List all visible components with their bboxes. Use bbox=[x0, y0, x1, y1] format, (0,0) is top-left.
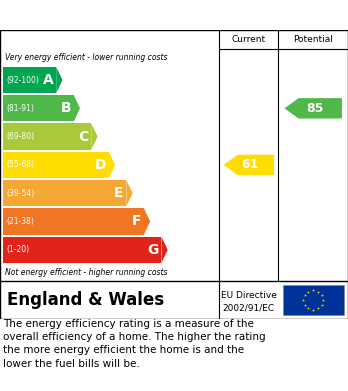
Text: The energy efficiency rating is a measure of the
overall efficiency of a home. T: The energy efficiency rating is a measur… bbox=[3, 319, 266, 369]
Text: Not energy efficient - higher running costs: Not energy efficient - higher running co… bbox=[5, 268, 168, 277]
Polygon shape bbox=[74, 95, 80, 122]
Bar bbox=[283, 285, 344, 315]
Text: Energy Efficiency Rating: Energy Efficiency Rating bbox=[10, 7, 213, 23]
Text: (69-80): (69-80) bbox=[6, 132, 34, 141]
Bar bbox=[3, 95, 74, 122]
Text: F: F bbox=[132, 215, 141, 228]
Bar bbox=[3, 124, 91, 150]
Polygon shape bbox=[144, 208, 150, 235]
Text: EU Directive: EU Directive bbox=[221, 291, 277, 300]
Text: D: D bbox=[95, 158, 106, 172]
Text: (92-100): (92-100) bbox=[6, 75, 39, 84]
Text: 2002/91/EC: 2002/91/EC bbox=[223, 304, 275, 313]
Text: B: B bbox=[60, 101, 71, 115]
Text: England & Wales: England & Wales bbox=[7, 291, 164, 309]
Bar bbox=[3, 152, 109, 178]
Text: (1-20): (1-20) bbox=[6, 245, 29, 254]
Bar bbox=[3, 237, 161, 263]
Text: (21-38): (21-38) bbox=[6, 217, 34, 226]
Bar bbox=[3, 67, 56, 93]
Text: E: E bbox=[114, 186, 124, 200]
Text: (39-54): (39-54) bbox=[6, 189, 34, 198]
Polygon shape bbox=[161, 237, 168, 263]
Bar bbox=[3, 180, 126, 206]
Text: (55-68): (55-68) bbox=[6, 160, 34, 169]
Bar bbox=[3, 208, 144, 235]
Text: Potential: Potential bbox=[293, 35, 333, 44]
Text: 61: 61 bbox=[242, 158, 259, 171]
Text: 85: 85 bbox=[306, 102, 323, 115]
Polygon shape bbox=[224, 155, 274, 175]
Polygon shape bbox=[109, 152, 115, 178]
Polygon shape bbox=[126, 180, 133, 206]
Text: Current: Current bbox=[232, 35, 266, 44]
Polygon shape bbox=[91, 124, 97, 150]
Polygon shape bbox=[285, 98, 342, 118]
Polygon shape bbox=[56, 67, 63, 93]
Text: C: C bbox=[78, 130, 88, 143]
Text: G: G bbox=[147, 243, 159, 257]
Text: (81-91): (81-91) bbox=[6, 104, 34, 113]
Text: A: A bbox=[43, 73, 54, 87]
Text: Very energy efficient - lower running costs: Very energy efficient - lower running co… bbox=[5, 53, 168, 62]
